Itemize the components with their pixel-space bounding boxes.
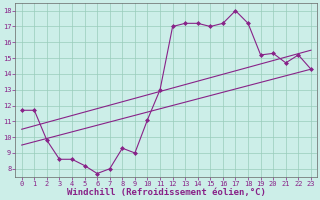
X-axis label: Windchill (Refroidissement éolien,°C): Windchill (Refroidissement éolien,°C) [67,188,266,197]
